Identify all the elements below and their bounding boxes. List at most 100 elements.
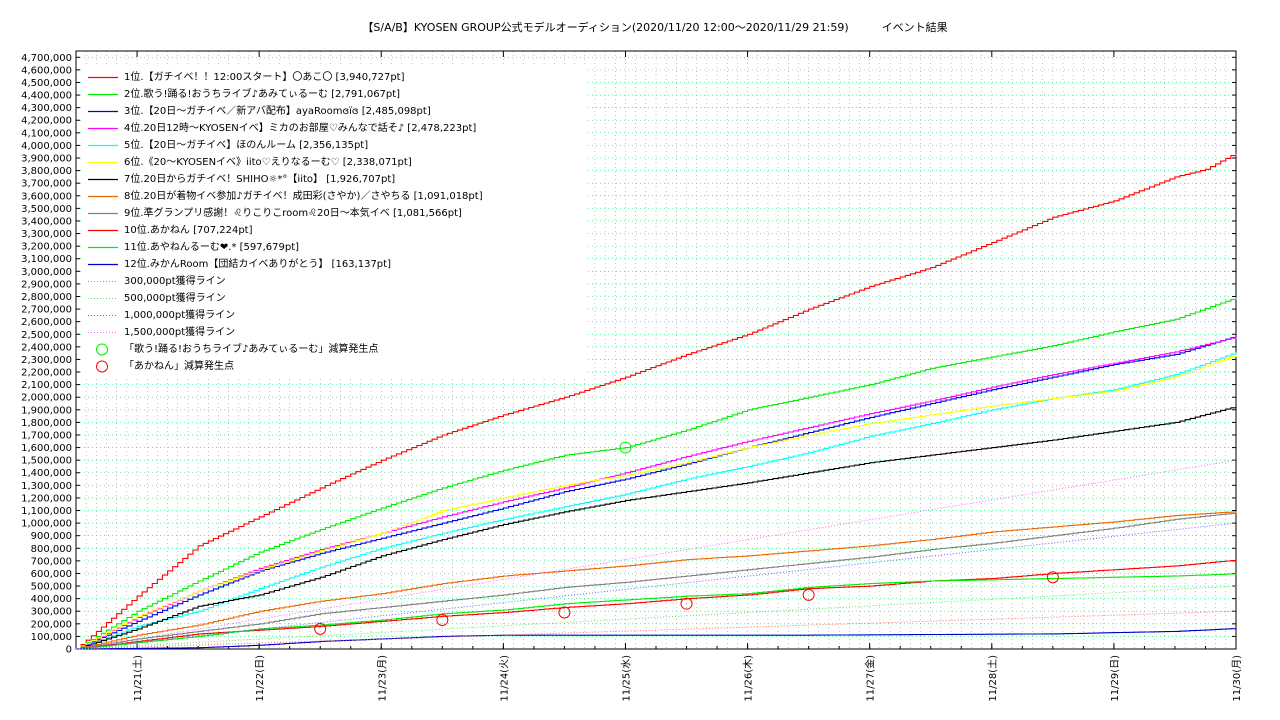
y-tick-label: 3,600,000: [21, 191, 72, 202]
marker-point-2: [680, 597, 693, 610]
y-tick-label: 4,700,000: [21, 53, 72, 64]
y-tick-label: 200,000: [31, 619, 72, 630]
y-tick-label: 2,900,000: [21, 279, 72, 290]
x-tick-label: 11/28(土): [986, 655, 999, 702]
y-tick-label: 1,500,000: [21, 456, 72, 467]
x-tick-label: 11/21(土): [131, 655, 144, 702]
legend-label: 10位.あかねん [707,224pt]: [124, 225, 253, 236]
y-tick-label: 2,200,000: [21, 368, 72, 379]
y-tick-label: 2,300,000: [21, 355, 72, 366]
y-tick-label: 3,300,000: [21, 229, 72, 240]
x-tick-label: 11/26(木): [743, 655, 755, 702]
x-tick-label: 11/29(日): [1110, 655, 1121, 702]
x-tick-label: 11/22(日): [255, 655, 266, 702]
y-tick-label: 4,400,000: [21, 91, 72, 102]
y-tick-label: 3,500,000: [21, 204, 72, 215]
y-tick-label: 300,000: [31, 607, 72, 618]
marker-point-2: [314, 622, 327, 635]
legend-line-swatch: [88, 281, 118, 282]
legend-label: 300,000pt獲得ライン: [124, 276, 226, 287]
series-line-11: [76, 573, 1237, 650]
legend-label: 500,000pt獲得ライン: [124, 293, 226, 304]
legend-background: [82, 66, 586, 378]
legend-label: 「あかねん」減算発生点: [124, 361, 234, 372]
series-line-4: [76, 337, 1237, 650]
legend-label: 2位.歌う!踊る!おうちライブ♪あみてぃるーむ [2,791,067pt]: [124, 89, 401, 100]
y-tick-label: 3,900,000: [21, 154, 72, 165]
legend-line-swatch: [88, 246, 118, 249]
legend-line-swatch: [88, 212, 118, 215]
marker-point-2: [1046, 571, 1059, 584]
marker-point-2: [558, 606, 571, 619]
y-tick-label: 3,800,000: [21, 166, 72, 177]
legend-line-swatch: [88, 127, 118, 130]
legend-line-swatch: [88, 161, 118, 164]
y-tick-label: 2,800,000: [21, 292, 72, 303]
legend-line-swatch: [88, 178, 118, 181]
legend-line-swatch: [88, 263, 118, 266]
y-tick-label: 2,100,000: [21, 380, 72, 391]
legend-circle-swatch: [96, 343, 108, 356]
legend-label: 「歌う!踊る!おうちライブ♪あみてぃるーむ」減算発生点: [124, 344, 379, 355]
legend-line-swatch: [88, 93, 118, 96]
series-line-1: [76, 152, 1237, 650]
legend-line-swatch: [88, 229, 118, 232]
y-tick-label: 1,100,000: [21, 506, 72, 517]
legend-line-swatch: [88, 195, 118, 198]
x-tick-label: 11/30(月): [1231, 655, 1243, 702]
y-tick-label: 1,700,000: [21, 430, 72, 441]
y-tick-label: 1,600,000: [21, 443, 72, 454]
legend-label: 1,000,000pt獲得ライン: [124, 310, 236, 321]
series-line-5: [76, 352, 1237, 650]
y-tick-label: 2,000,000: [21, 393, 72, 404]
legend-line-swatch: [88, 332, 118, 333]
series-line-2: [76, 297, 1237, 650]
y-tick-label: 1,000,000: [21, 519, 72, 530]
series-line-16: [75, 459, 1237, 650]
legend-label: 6位.《20〜KYOSENイベ》iito♡えりなるーむ♡ [2,338,071p…: [124, 157, 412, 168]
series-line-7: [76, 406, 1237, 650]
series-line-15: [75, 522, 1237, 650]
legend-line-swatch: [88, 298, 118, 299]
series-layer: [75, 152, 1237, 650]
legend-line-swatch: [88, 76, 118, 79]
x-tick-label: 11/23(月): [376, 655, 388, 702]
series-line-12: [76, 628, 1237, 650]
y-tick-label: 700,000: [31, 556, 72, 567]
series-line-9: [76, 512, 1237, 650]
x-tick-label: 11/27(金): [864, 655, 877, 702]
y-tick-label: 4,300,000: [21, 103, 72, 114]
y-tick-label: 2,500,000: [21, 330, 72, 341]
y-tick-label: 4,200,000: [21, 116, 72, 127]
y-tick-label: 400,000: [31, 594, 72, 605]
legend-label: 7位.20日からガチイベ！SHIHO☼*°【iito】 [1,926,707pt…: [124, 174, 396, 185]
y-tick-label: 1,400,000: [21, 468, 72, 479]
legend-label: 12位.みかんRoom【団結カイベありがとう】 [163,137pt]: [124, 259, 391, 270]
x-tick-label: 11/24(火): [498, 655, 510, 702]
chart-title: 【S/A/B】KYOSEN GROUP公式モデルオーディション(2020/11/…: [362, 21, 948, 34]
legend-label: 3位.【20日〜ガチイベ／新アバ配布】ayaRoomɞïɞ [2,485,098…: [124, 106, 431, 117]
y-tick-label: 2,700,000: [21, 305, 72, 316]
legend-label: 8位.20日が着物イベ参加♪ガチイベ！成田彩(さやか)／さやちる [1,091,…: [124, 191, 483, 202]
marker-point-2: [436, 614, 449, 627]
legend-label: 11位.あやねんるーむ❤.* [597,679pt]: [124, 242, 300, 253]
series-line-6: [76, 354, 1237, 650]
y-tick-label: 4,600,000: [21, 65, 72, 76]
y-tick-label: 100,000: [31, 632, 72, 643]
y-tick-label: 4,500,000: [21, 78, 72, 89]
legend-line-swatch: [88, 110, 118, 113]
y-tick-label: 3,200,000: [21, 242, 72, 253]
legend-circle-swatch: [96, 360, 108, 373]
series-line-8: [76, 511, 1237, 650]
marker-point-2: [802, 588, 815, 601]
legend-label: 4位.20日12時〜KYOSENイベ】ミカのお部屋♡みんなで話そ♪ [2,478…: [124, 123, 477, 134]
marker-point-1: [619, 441, 632, 454]
legend-label: 5位.【20日〜ガチイベ】ほのんルーム [2,356,135pt]: [124, 140, 369, 151]
x-tick-label: 11/25(水): [620, 655, 632, 702]
y-tick-label: 500,000: [31, 582, 72, 593]
y-tick-label: 1,900,000: [21, 405, 72, 416]
y-tick-label: 4,000,000: [21, 141, 72, 152]
y-tick-label: 2,400,000: [21, 342, 72, 353]
y-tick-label: 1,200,000: [21, 493, 72, 504]
